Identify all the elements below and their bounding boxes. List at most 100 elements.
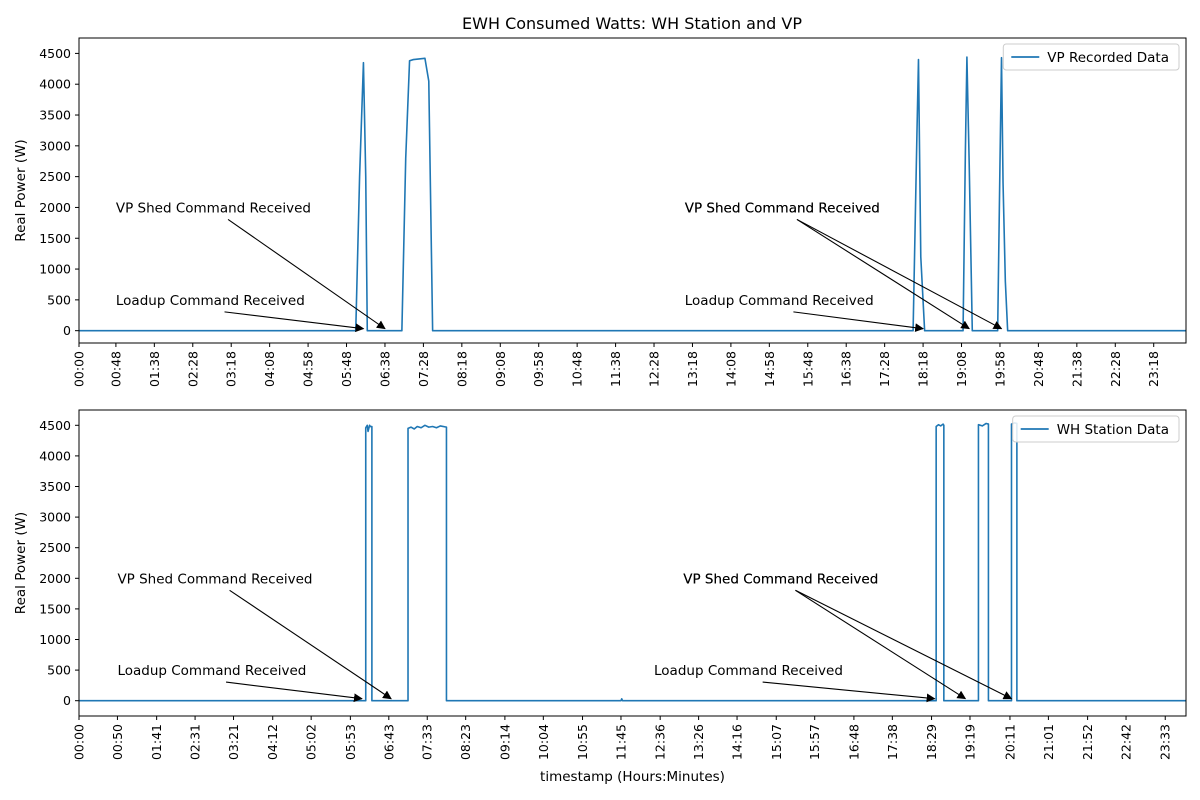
y-tick-label: 1500 — [39, 231, 71, 246]
y-tick-label: 4000 — [39, 448, 71, 463]
x-tick-label: 00:00 — [72, 351, 87, 387]
x-tick-label: 01:41 — [149, 724, 164, 760]
legend-box — [1012, 415, 1180, 443]
x-tick-label: 07:28 — [416, 351, 431, 387]
x-tick-label: 05:02 — [304, 724, 319, 760]
x-tick-label: 03:18 — [224, 351, 239, 387]
legend: VP Recorded Data — [1002, 43, 1180, 71]
x-tick-label: 11:45 — [613, 724, 628, 760]
x-tick-label: 05:53 — [343, 724, 358, 760]
x-tick-label: 19:58 — [992, 351, 1007, 387]
annotation-label: Loadup Command Received — [117, 663, 306, 679]
y-tick-label: 3000 — [39, 510, 71, 525]
annotation-label: VP Shed Command Received — [685, 200, 880, 216]
y-tick-label: 4500 — [39, 418, 71, 433]
vp-chart-panel: 0 500 1000 1500 2000 2500 3000 3500 4000 4500 00:0… — [13, 37, 1187, 387]
y-tick-label: 0 — [63, 323, 71, 338]
x-tick-label: 12:36 — [653, 724, 668, 760]
annotation-arrow — [795, 589, 1013, 700]
annotation-label: Loadup Command Received — [654, 663, 843, 679]
x-tick-label: 15:57 — [807, 724, 822, 760]
annotation-arrow — [224, 311, 365, 333]
x-tick-label: 09:08 — [493, 351, 508, 387]
x-tick-label: 19:08 — [954, 351, 969, 387]
x-tick-label: 15:07 — [769, 724, 784, 760]
y-tick-label: 3000 — [39, 138, 71, 153]
y-tick-label: 3500 — [39, 479, 71, 494]
legend-box — [1002, 43, 1180, 71]
x-tick-label: 01:38 — [147, 351, 162, 387]
annotation-arrow — [795, 589, 967, 700]
y-tick-label: 0 — [63, 693, 71, 708]
annotation-arrow — [796, 218, 970, 330]
x-tick-label: 08:23 — [458, 724, 473, 760]
x-tick-label: 14:58 — [762, 351, 777, 387]
x-tick-label: 02:28 — [185, 351, 200, 387]
x-tick-label: 02:31 — [188, 724, 203, 760]
x-tick-label: 12:28 — [647, 351, 662, 387]
y-tick-label: 2500 — [39, 540, 71, 555]
x-tick-label: 20:11 — [1002, 724, 1017, 760]
x-tick-label: 04:12 — [265, 724, 280, 760]
x-tick-label: 15:48 — [800, 351, 815, 387]
y-tick-label: 500 — [47, 663, 71, 678]
x-tick-label: 13:26 — [691, 724, 706, 760]
series-line-0 — [79, 422, 1186, 702]
x-tick-label: 17:28 — [877, 351, 892, 387]
x-tick-label: 17:38 — [885, 724, 900, 760]
x-tick-label: 00:48 — [108, 351, 123, 387]
annotation-arrow — [225, 681, 363, 703]
y-tick-label: 4000 — [39, 77, 71, 92]
x-tick-label: 05:48 — [339, 351, 354, 387]
y-tick-label: 2000 — [39, 571, 71, 586]
x-tick-label: 16:38 — [839, 351, 854, 387]
x-tick-label: 04:08 — [262, 351, 277, 387]
axes-frame — [78, 409, 1187, 717]
legend-label: VP Recorded Data — [1047, 50, 1169, 66]
series-line-0 — [79, 56, 1186, 332]
annotation-label: VP Shed Command Received — [116, 200, 311, 216]
annotation-label: Loadup Command Received — [685, 293, 874, 309]
wh-station-chart-panel: 0 500 1000 1500 2000 2500 3000 3500 4000 4500 00:0… — [13, 409, 1187, 785]
x-tick-label: 23:33 — [1158, 724, 1173, 760]
x-tick-label: 04:58 — [301, 351, 316, 387]
figure-title: EWH Consumed Watts: WH Station and VP — [462, 14, 802, 33]
annotation-arrow — [229, 589, 392, 700]
y-tick-label: 1500 — [39, 601, 71, 616]
y-tick-label: 1000 — [39, 262, 71, 277]
legend: WH Station Data — [1012, 415, 1180, 443]
x-tick-label: 10:48 — [570, 351, 585, 387]
axes-frame — [78, 37, 1187, 344]
x-tick-label: 10:55 — [575, 724, 590, 760]
x-tick-label: 03:21 — [226, 724, 241, 760]
x-tick-label: 09:14 — [497, 724, 512, 760]
x-tick-label: 00:50 — [110, 724, 125, 760]
x-tick-label: 14:08 — [723, 351, 738, 387]
x-tick-label: 21:01 — [1041, 724, 1056, 760]
x-tick-label: 23:18 — [1146, 351, 1161, 387]
y-axis-label: Real Power (W) — [13, 139, 29, 241]
x-tick-label: 19:19 — [962, 724, 977, 760]
annotation-arrow — [793, 311, 924, 333]
x-tick-label: 00:00 — [72, 724, 87, 760]
x-tick-label: 18:29 — [924, 724, 939, 760]
x-axis-label: timestamp (Hours:Minutes) — [540, 769, 725, 785]
legend-label: WH Station Data — [1057, 422, 1169, 438]
x-tick-label: 13:18 — [685, 351, 700, 387]
x-tick-label: 16:48 — [846, 724, 861, 760]
annotation-arrow — [796, 218, 1003, 330]
x-tick-label: 14:16 — [730, 724, 745, 760]
y-tick-label: 3500 — [39, 108, 71, 123]
y-axis-label: Real Power (W) — [13, 512, 29, 614]
y-tick-label: 4500 — [39, 46, 71, 61]
x-tick-label: 06:38 — [377, 351, 392, 387]
x-tick-label: 09:58 — [531, 351, 546, 387]
x-tick-label: 22:42 — [1119, 724, 1134, 760]
annotation-label: VP Shed Command Received — [683, 571, 878, 587]
x-tick-label: 20:48 — [1031, 351, 1046, 387]
y-tick-label: 2500 — [39, 169, 71, 184]
x-tick-label: 22:28 — [1108, 351, 1123, 387]
y-tick-label: 500 — [47, 292, 71, 307]
y-tick-label: 2000 — [39, 200, 71, 215]
